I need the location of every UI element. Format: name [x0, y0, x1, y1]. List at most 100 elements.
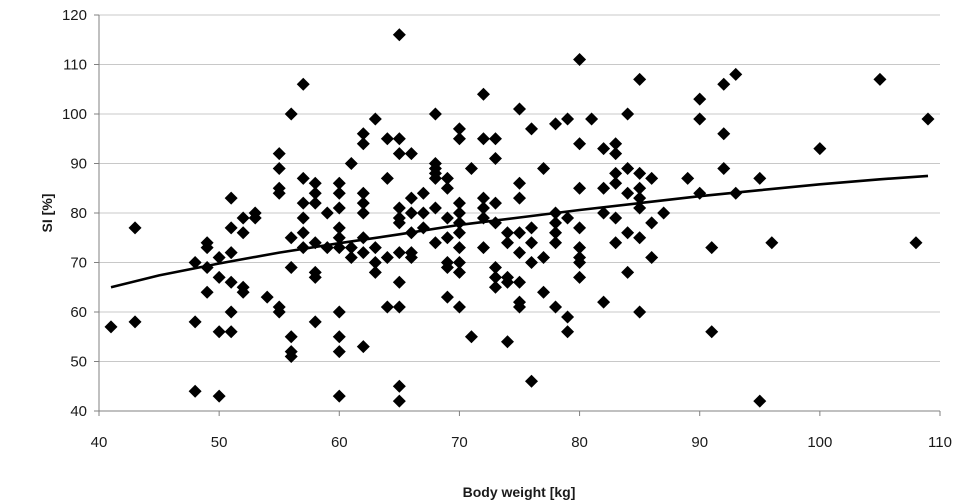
data-point: [296, 211, 310, 225]
data-point: [296, 226, 310, 240]
data-point: [452, 132, 466, 146]
data-point: [332, 186, 346, 200]
data-point: [356, 196, 370, 210]
data-point: [212, 325, 226, 339]
x-tick-label: 80: [571, 434, 588, 451]
data-point: [681, 171, 695, 185]
x-axis-title: Body weight [kg]: [463, 484, 576, 500]
data-point: [332, 176, 346, 190]
data-point: [621, 186, 635, 200]
data-point: [525, 256, 539, 269]
data-point: [476, 87, 490, 101]
data-point: [404, 206, 418, 220]
data-point: [128, 315, 142, 329]
data-point: [476, 132, 490, 146]
y-tick-label: 50: [70, 354, 87, 371]
data-point: [705, 241, 719, 255]
data-point: [621, 161, 635, 175]
data-point: [621, 265, 635, 279]
data-point: [597, 295, 611, 309]
data-point: [356, 206, 370, 220]
data-point: [633, 305, 647, 319]
data-point: [104, 320, 118, 334]
data-point: [200, 236, 214, 250]
data-point: [452, 216, 466, 230]
data-point: [573, 270, 587, 284]
axes: [94, 14, 941, 416]
data-point: [452, 122, 466, 136]
y-tick-label: 60: [70, 304, 87, 321]
x-tick-label: 60: [331, 434, 348, 451]
data-point: [440, 290, 454, 304]
data-point: [549, 300, 563, 314]
data-point: [500, 335, 514, 349]
data-point: [645, 216, 659, 230]
data-point: [212, 389, 226, 403]
data-point: [200, 260, 214, 274]
data-point: [344, 157, 358, 170]
data-point: [765, 236, 779, 250]
data-point: [224, 246, 238, 260]
data-point: [392, 275, 406, 289]
data-point: [549, 216, 563, 230]
data-point: [633, 201, 647, 215]
data-point: [464, 161, 478, 175]
data-point: [573, 221, 587, 235]
data-point: [296, 77, 310, 91]
data-point: [645, 171, 659, 185]
data-point: [332, 221, 346, 235]
data-point: [705, 325, 719, 339]
data-point: [272, 147, 286, 161]
data-point: [561, 211, 575, 225]
data-point: [296, 196, 310, 210]
data-point: [488, 216, 502, 230]
data-point: [513, 246, 526, 260]
data-point: [308, 315, 322, 329]
data-point: [909, 236, 923, 250]
data-point: [356, 186, 370, 200]
data-point: [296, 241, 310, 255]
data-point: [404, 147, 418, 161]
data-point: [921, 112, 935, 126]
data-point: [513, 102, 526, 116]
data-point: [392, 394, 406, 408]
data-point: [284, 260, 298, 274]
data-point: [513, 300, 526, 314]
data-point: [428, 107, 442, 121]
data-point: [561, 310, 575, 324]
data-point: [488, 152, 502, 166]
data-point: [729, 186, 743, 200]
data-point: [404, 226, 418, 240]
data-point: [332, 241, 346, 255]
data-point: [476, 211, 490, 225]
data-point: [320, 206, 334, 220]
data-point: [813, 142, 827, 156]
data-point: [633, 72, 647, 86]
data-point: [128, 221, 142, 235]
data-point: [308, 186, 322, 200]
data-point: [488, 132, 502, 146]
data-point: [476, 241, 490, 255]
data-point: [525, 374, 539, 388]
data-point: [212, 251, 226, 265]
data-point: [609, 137, 623, 151]
data-point: [308, 196, 322, 210]
data-point: [597, 142, 611, 156]
data-point: [260, 290, 274, 304]
data-point: [549, 117, 563, 131]
data-point: [476, 191, 490, 205]
data-point: [549, 206, 563, 220]
data-point: [753, 394, 767, 408]
data-point: [597, 181, 611, 195]
data-point: [356, 127, 370, 141]
data-point: [368, 241, 382, 255]
data-point: [332, 201, 346, 215]
data-point: [452, 256, 466, 269]
data-point: [368, 256, 382, 269]
x-tick-label: 70: [451, 434, 468, 451]
data-point: [416, 221, 430, 235]
data-point: [561, 112, 575, 126]
data-point: [332, 389, 346, 403]
data-point: [452, 206, 466, 220]
data-point: [356, 137, 370, 151]
